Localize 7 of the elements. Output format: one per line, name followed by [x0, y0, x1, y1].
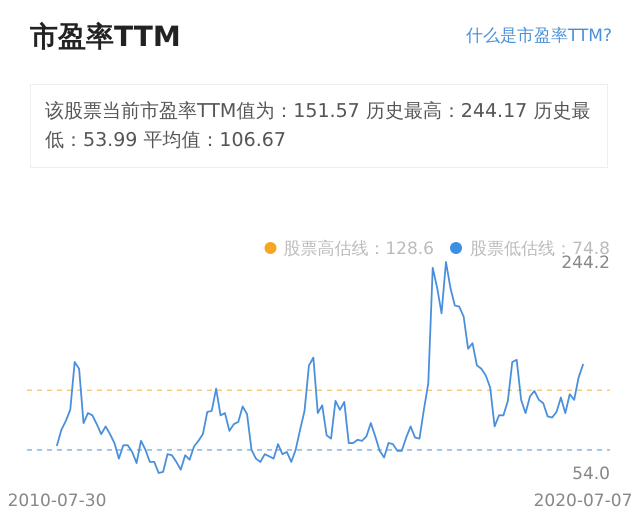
- x-tick-label: 2020-07-07: [534, 491, 632, 511]
- legend-label: 股票高估线：128.6: [283, 239, 434, 259]
- text: 该股票当前市盈率TTM值为：151.57 历史最高：244.17 历史最低：53.99 平均值：106.67: [30, 84, 608, 168]
- text: 什么是市盈率TTM?: [466, 25, 612, 47]
- chart-title: 市盈率TTM: [30, 19, 181, 55]
- x-tick-label: 2010-07-30: [8, 491, 106, 511]
- y-tick-label: 54.0: [572, 464, 610, 484]
